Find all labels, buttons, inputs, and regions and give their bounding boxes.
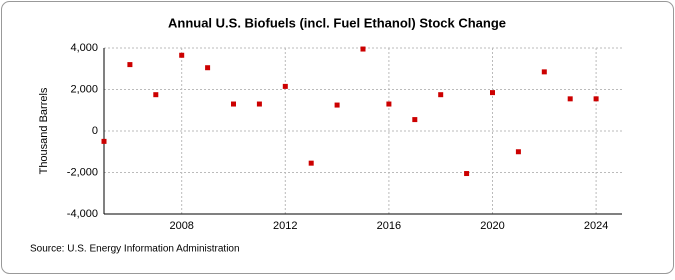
point (231, 101, 236, 107)
y-tick-label: -4,000 (67, 208, 98, 220)
point (541, 69, 547, 75)
point (360, 46, 366, 52)
y-tick-label: 0 (92, 125, 98, 137)
point (205, 65, 211, 71)
frame (1, 1, 674, 274)
point (334, 102, 340, 108)
chart-title: Annual U.S. Biofuels (incl. Fuel Ethanol… (168, 15, 506, 30)
point (308, 160, 314, 166)
y-tick-label: 2,000 (70, 83, 98, 95)
point (256, 101, 262, 107)
point (464, 171, 470, 177)
point (438, 92, 444, 98)
point (515, 149, 521, 155)
x-tick-label: 2008 (169, 220, 193, 232)
x-tick-label: 2016 (377, 220, 401, 232)
point (593, 96, 599, 102)
y-tick-label: -2,000 (67, 166, 98, 178)
source-note: Source: U.S. Energy Information Administ… (30, 244, 240, 255)
point (412, 117, 418, 123)
y-axis-label: Thousand Barrels (38, 87, 50, 174)
x-tick-label: 2020 (480, 220, 504, 232)
x-tick-label: 2024 (584, 220, 608, 232)
point (386, 101, 392, 107)
x-tick-label: 2012 (273, 220, 297, 232)
point (567, 96, 573, 102)
point (127, 62, 133, 68)
point (153, 92, 159, 98)
point (179, 52, 185, 58)
y-tick-label: 4,000 (70, 42, 98, 54)
point (282, 83, 288, 89)
point (101, 138, 107, 144)
point (490, 90, 495, 96)
